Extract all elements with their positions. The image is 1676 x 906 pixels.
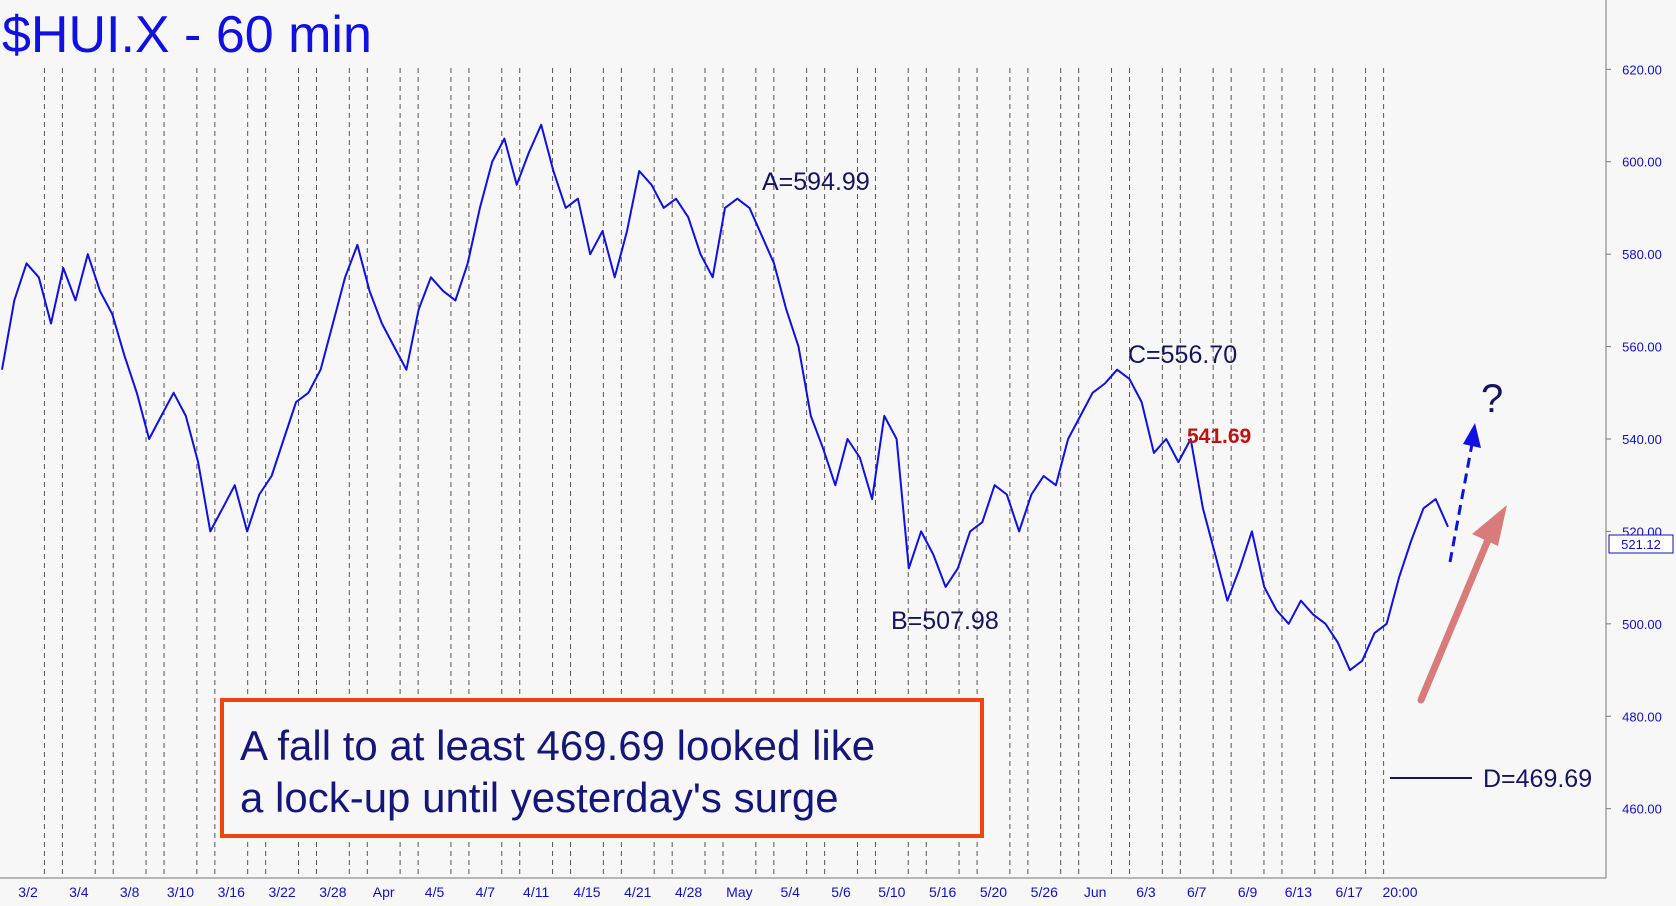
x-axis: 3/2 3/4 3/8 3/10 3/16 3/22 3/28 Apr 4/5 4/7 4/11 4/…: [0, 877, 1606, 900]
chart-title: $HUI.X - 60 min: [2, 6, 372, 64]
annotation-c: C=556.70: [1128, 341, 1237, 369]
y-tick-label: 580.00: [1622, 247, 1662, 262]
last-price-tag: [1608, 534, 1674, 554]
x-tick-label: 4/15: [573, 884, 600, 900]
y-tick-label: 620.00: [1622, 62, 1662, 77]
up-arrow-shaft: [1417, 531, 1494, 704]
x-tick-label: 6/17: [1336, 884, 1363, 900]
y-tick-label: 560.00: [1622, 340, 1662, 355]
x-tick-label: 4/28: [675, 884, 702, 900]
x-tick-label: 5/4: [780, 884, 800, 900]
x-tick-label: 5/16: [929, 884, 956, 900]
x-tick-label: 6/3: [1136, 884, 1156, 900]
y-tick-label: 460.00: [1622, 802, 1662, 817]
x-tick-label: 3/4: [69, 884, 89, 900]
up-arrow-head: [1472, 505, 1507, 546]
x-tick-label: 3/22: [268, 884, 295, 900]
annotation-b: B=507.98: [891, 607, 999, 635]
x-tick-label: 4/21: [624, 884, 651, 900]
price-series-line: [1, 123, 1449, 672]
y-tick-label: 480.00: [1622, 709, 1662, 724]
x-tick-label: 6/9: [1238, 884, 1258, 900]
annotation-d: D=469.69: [1483, 765, 1592, 793]
dashed-projection-arrow: [1448, 443, 1474, 563]
x-tick-label: 4/5: [425, 884, 445, 900]
x-tick-label: 5/6: [831, 884, 851, 900]
x-tick-label: 3/10: [167, 884, 194, 900]
dashed-arrow-head: [1463, 423, 1481, 448]
x-tick-label: 3/28: [319, 884, 346, 900]
x-tick-label: 3/2: [18, 884, 38, 900]
y-tick-label: 540.00: [1622, 432, 1662, 447]
y-tick-label: 500.00: [1622, 617, 1662, 632]
x-tick-label: 4/7: [476, 884, 496, 900]
last-price-label: 521.12: [1621, 537, 1661, 552]
x-tick-label: May: [726, 884, 752, 900]
annotation-level-541: 541.69: [1187, 425, 1251, 448]
x-tick-label: 5/10: [878, 884, 905, 900]
x-tick-label: 6/13: [1285, 884, 1312, 900]
note-line-1: A fall to at least 469.69 looked like: [240, 722, 875, 769]
note-box: [220, 698, 984, 838]
x-tick-label: 3/16: [218, 884, 245, 900]
x-tick-label: 5/26: [1031, 884, 1058, 900]
question-mark: ?: [1481, 377, 1503, 421]
note-line-2: a lock-up until yesterday's surge: [240, 774, 839, 821]
x-tick-label: Jun: [1084, 884, 1107, 900]
x-tick-label: 4/11: [523, 884, 549, 900]
x-tick-label: 5/20: [980, 884, 1007, 900]
annotation-a: A=594.99: [762, 168, 870, 196]
x-tick-label: 20:00: [1382, 884, 1417, 900]
y-tick-label: 600.00: [1622, 155, 1662, 170]
x-tick-label: Apr: [373, 884, 395, 900]
x-tick-label: 6/7: [1187, 884, 1207, 900]
x-tick-label: 3/8: [120, 884, 140, 900]
